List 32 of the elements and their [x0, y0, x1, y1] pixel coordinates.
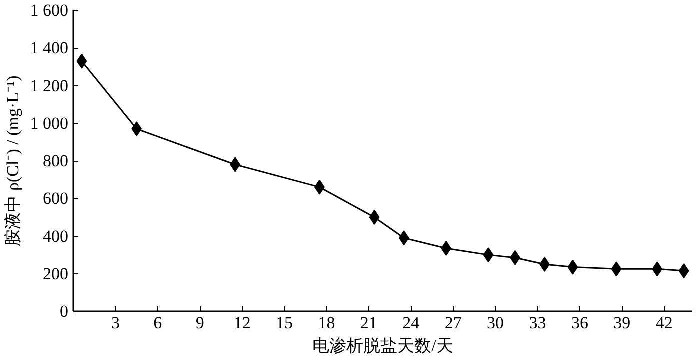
y-tick-label: 0 — [60, 302, 68, 321]
x-tick-label: 27 — [444, 314, 462, 332]
y-tick-label: 400 — [43, 226, 68, 246]
x-tick-label: 21 — [360, 314, 378, 332]
x-tick-label: 24 — [402, 314, 420, 332]
point — [611, 262, 622, 277]
x-axis-title: 电渗析脱盐天数/天 — [312, 336, 454, 356]
x-tick-label: 12 — [234, 314, 251, 332]
point — [369, 210, 380, 225]
point — [76, 54, 88, 69]
y-axis-title: 胺液中 ρ(Cl⁻) / (mg·L⁻¹) — [3, 76, 22, 246]
point — [483, 248, 494, 263]
y-tick-label: 1 400 — [30, 38, 68, 58]
x-tick-label: 18 — [318, 314, 336, 332]
y-tick-label: 1 000 — [30, 114, 68, 133]
x-tick-label: 15 — [276, 314, 294, 332]
x-tick-label: 9 — [196, 314, 204, 332]
x-tick-label: 42 — [656, 314, 673, 332]
y-tick-label: 1 600 — [30, 1, 68, 20]
x-tick-label: 6 — [154, 314, 162, 332]
x-tick-label: 36 — [571, 314, 588, 332]
point — [678, 264, 690, 279]
x-tick-label: 33 — [529, 314, 546, 332]
point — [568, 260, 578, 275]
y-tick-label: 600 — [43, 189, 68, 208]
y-tick-label: 1 200 — [30, 76, 68, 96]
x-tick-label: 39 — [614, 314, 631, 332]
x-tick-label: 3 — [111, 314, 120, 332]
x-tick-label: 30 — [487, 314, 504, 332]
point — [398, 230, 410, 246]
y-tick-label: 200 — [43, 264, 68, 284]
y-tick-label: 800 — [43, 152, 68, 170]
